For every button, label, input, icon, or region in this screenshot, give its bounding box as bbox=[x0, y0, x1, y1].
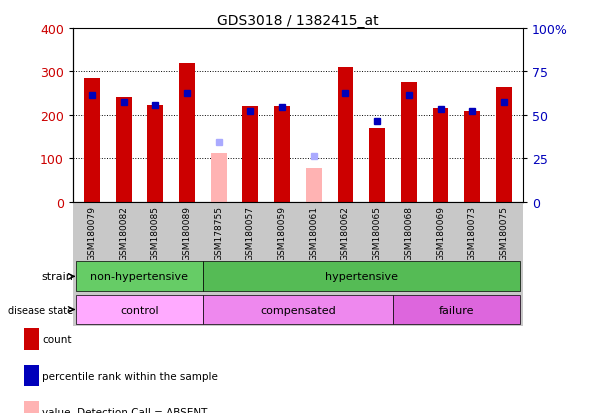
Bar bbox=[401, 83, 416, 202]
Text: failure: failure bbox=[438, 305, 474, 315]
Bar bbox=[76, 295, 203, 325]
Bar bbox=[84, 79, 100, 202]
Text: GSM180085: GSM180085 bbox=[151, 205, 160, 260]
Bar bbox=[24, 365, 39, 387]
Text: GSM180069: GSM180069 bbox=[436, 205, 445, 260]
Bar bbox=[369, 128, 385, 202]
Text: GSM178755: GSM178755 bbox=[214, 205, 223, 260]
Text: strain: strain bbox=[42, 272, 74, 282]
Bar bbox=[306, 169, 322, 202]
Bar bbox=[203, 295, 393, 325]
Text: value, Detection Call = ABSENT: value, Detection Call = ABSENT bbox=[42, 407, 207, 413]
Bar bbox=[116, 97, 131, 202]
Bar bbox=[432, 109, 449, 202]
Text: GSM180062: GSM180062 bbox=[341, 205, 350, 260]
Bar bbox=[147, 106, 164, 202]
Text: count: count bbox=[42, 334, 72, 344]
Bar bbox=[243, 107, 258, 202]
Bar bbox=[274, 107, 290, 202]
Text: hypertensive: hypertensive bbox=[325, 272, 398, 282]
Text: GSM180079: GSM180079 bbox=[88, 205, 97, 260]
Text: non-hypertensive: non-hypertensive bbox=[91, 272, 188, 282]
Text: percentile rank within the sample: percentile rank within the sample bbox=[42, 371, 218, 381]
Bar bbox=[393, 295, 520, 325]
Text: compensated: compensated bbox=[260, 305, 336, 315]
Title: GDS3018 / 1382415_at: GDS3018 / 1382415_at bbox=[217, 14, 379, 28]
Text: GSM180059: GSM180059 bbox=[278, 205, 286, 260]
Bar bbox=[179, 64, 195, 202]
Text: GSM180068: GSM180068 bbox=[404, 205, 413, 260]
Bar bbox=[76, 262, 203, 292]
Text: control: control bbox=[120, 305, 159, 315]
Text: GSM180061: GSM180061 bbox=[309, 205, 318, 260]
Text: GSM180057: GSM180057 bbox=[246, 205, 255, 260]
Text: GSM180082: GSM180082 bbox=[119, 205, 128, 260]
Bar bbox=[465, 111, 480, 202]
Bar bbox=[24, 328, 39, 350]
Text: GSM180065: GSM180065 bbox=[373, 205, 382, 260]
Bar bbox=[24, 401, 39, 413]
Text: disease state: disease state bbox=[9, 305, 74, 315]
Bar bbox=[337, 68, 353, 202]
Text: GSM180073: GSM180073 bbox=[468, 205, 477, 260]
Text: GSM180075: GSM180075 bbox=[499, 205, 508, 260]
Bar bbox=[496, 88, 512, 202]
Text: GSM180089: GSM180089 bbox=[182, 205, 192, 260]
Bar bbox=[211, 153, 227, 202]
Bar bbox=[203, 262, 520, 292]
